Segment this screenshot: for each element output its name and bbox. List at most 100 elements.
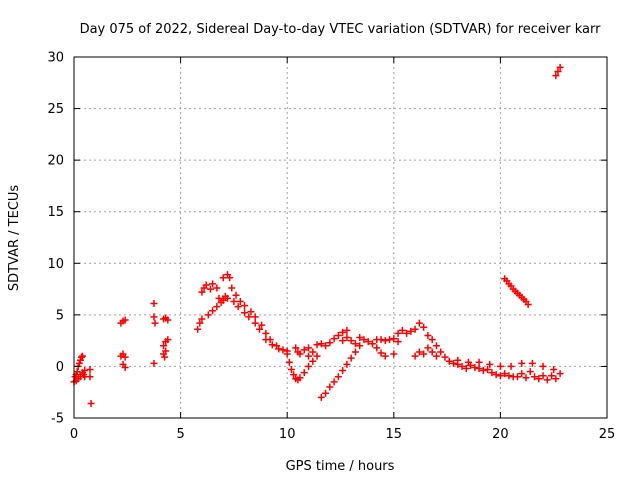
data-point (232, 291, 240, 299)
data-point (475, 358, 483, 366)
data-point (539, 372, 547, 380)
data-point (317, 393, 325, 401)
data-point (73, 368, 81, 376)
data-point (351, 340, 359, 348)
data-point (484, 366, 492, 374)
data-point (415, 319, 423, 327)
data-point (554, 67, 562, 75)
data-point (445, 357, 453, 365)
data-point (313, 352, 321, 360)
data-point (339, 367, 347, 375)
data-point (164, 336, 172, 344)
data-point (364, 338, 372, 346)
data-point (121, 353, 129, 361)
data-point (381, 352, 389, 360)
data-point (268, 341, 276, 349)
data-point (317, 340, 325, 348)
data-point (247, 308, 255, 316)
data-point (219, 274, 227, 282)
x-tick-label: 20 (492, 427, 509, 442)
data-point (87, 400, 95, 408)
data-point (518, 359, 526, 367)
data-point (198, 315, 206, 323)
data-point (275, 345, 283, 353)
data-point (415, 348, 423, 356)
data-point (424, 331, 432, 339)
data-point (360, 336, 368, 344)
data-point (464, 358, 472, 366)
data-point (121, 363, 129, 371)
data-point (75, 359, 83, 367)
data-point (556, 63, 564, 71)
data-point (258, 321, 266, 329)
data-point (411, 325, 419, 333)
data-point (334, 331, 342, 339)
data-point (526, 368, 534, 376)
data-point (292, 344, 300, 352)
x-tick-label: 5 (176, 427, 184, 442)
y-tick-label: 15 (47, 205, 64, 220)
data-point (226, 274, 234, 282)
data-point (462, 364, 470, 372)
data-point (386, 336, 394, 344)
y-tick-label: 5 (56, 308, 64, 323)
data-point (330, 378, 338, 386)
data-point (305, 352, 313, 360)
data-point (373, 344, 381, 352)
data-point (251, 313, 259, 321)
data-point (330, 335, 338, 343)
data-point (522, 374, 530, 382)
data-point (309, 348, 317, 356)
data-point (552, 375, 560, 383)
data-point (305, 362, 313, 370)
data-point (420, 350, 428, 358)
data-point (228, 284, 236, 292)
data-point (475, 364, 483, 372)
data-point (356, 342, 364, 350)
data-point (556, 370, 564, 378)
data-point (219, 296, 227, 304)
data-point (398, 326, 406, 334)
data-point (86, 373, 94, 381)
data-point (326, 383, 334, 391)
data-point (287, 366, 295, 374)
data-point (394, 329, 402, 337)
x-tick-label: 10 (279, 427, 296, 442)
data-point (513, 373, 521, 381)
y-tick-label: 30 (47, 51, 64, 66)
y-tick-label: 10 (47, 257, 64, 272)
data-point (347, 337, 355, 345)
data-point (407, 327, 415, 335)
data-point (283, 350, 291, 358)
data-point (428, 336, 436, 344)
data-point (479, 367, 487, 375)
data-point (437, 348, 445, 356)
data-point (305, 344, 313, 352)
data-point (151, 319, 159, 327)
data-point (86, 366, 94, 374)
data-point (488, 369, 496, 377)
data-point (356, 334, 364, 342)
data-point (390, 350, 398, 358)
x-tick-label: 25 (599, 427, 616, 442)
data-point (209, 280, 217, 288)
data-point (79, 352, 87, 360)
data-point (322, 389, 330, 397)
data-point (548, 372, 556, 380)
data-point (471, 363, 479, 371)
y-tick-label: 25 (47, 102, 64, 117)
data-point (213, 303, 221, 311)
data-point (81, 367, 89, 375)
data-point (300, 369, 308, 377)
data-point (150, 300, 158, 308)
data-point (296, 374, 304, 382)
data-point (343, 326, 351, 334)
data-point (368, 340, 376, 348)
data-point (206, 285, 214, 293)
chart-title: Day 075 of 2022, Sidereal Day-to-day VTE… (80, 22, 602, 37)
data-point (245, 313, 253, 321)
data-point (518, 370, 526, 378)
data-point (501, 370, 509, 378)
